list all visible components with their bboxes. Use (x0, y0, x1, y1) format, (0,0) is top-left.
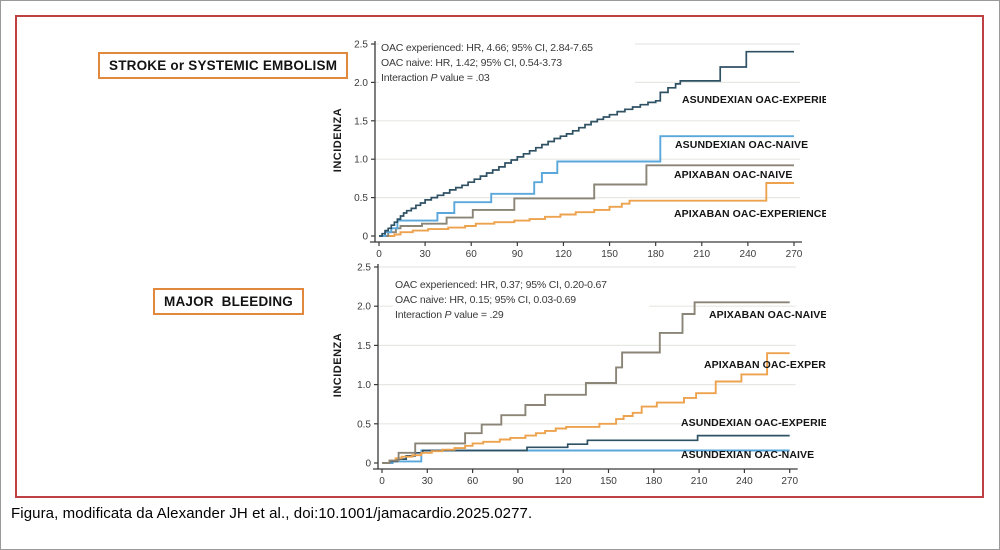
x-tick-label: 0 (379, 476, 385, 487)
series-path-asundexian-oac-naive (379, 135, 794, 237)
x-tick-label: 90 (512, 249, 524, 260)
x-tick-label: 150 (601, 249, 618, 260)
annotation-p-value-line: Interaction P value = .03 (381, 72, 490, 84)
panel-title-stroke-or-systemic-embolism: STROKE or SYSTEMIC EMBOLISM (98, 52, 349, 79)
x-tick-label: 240 (740, 249, 757, 260)
annotation-line: OAC naive: HR, 1.42; 95% CI, 0.54-3.73 (381, 57, 562, 69)
y-tick-label: 1.0 (357, 380, 371, 391)
figure-caption: Figura, modificata da Alexander JH et al… (11, 505, 533, 522)
incidence-chart-svg: 0 0.5 1.0 1.5 2.0 2.5 0 30 60 90 120 150 180 210 240 27… (332, 39, 859, 260)
y-tick-label: 2.5 (357, 263, 371, 274)
series-label-apixaban-oac-naive: APIXABAN OAC-NAIVE (674, 169, 792, 181)
series-path-apixaban-oac-naive (379, 164, 794, 237)
x-tick-label: 210 (693, 249, 710, 260)
y-axis-title: INCIDENZA (332, 108, 344, 172)
y-tick-label: 2.0 (357, 302, 371, 313)
annotation-line: OAC naive: HR, 0.15; 95% CI, 0.03-0.69 (395, 294, 576, 306)
y-tick-label: 0 (362, 232, 368, 243)
y-tick-label: 1.5 (357, 341, 371, 352)
annotation-backdrop (379, 39, 635, 86)
y-tick-label: 2.5 (354, 40, 368, 51)
x-tick-label: 270 (781, 476, 798, 487)
x-tick-label: 180 (647, 249, 664, 260)
y-axis-title: INCIDENZA (332, 333, 344, 397)
series-path-apixaban-oac-experienced (382, 352, 790, 464)
x-tick-label: 150 (600, 476, 617, 487)
y-tick-label: 0.5 (354, 193, 368, 204)
y-tick-label: 2.0 (354, 78, 368, 89)
incidence-chart-svg: 0 0.5 1.0 1.5 2.0 2.5 0 30 60 90 120 150 180 210 240 27… (332, 263, 866, 488)
figure-panel-border (15, 15, 984, 498)
series-label-apixaban-oac-experienced: APIXABAN OAC-EXPERIENCED (704, 359, 826, 371)
series-path-apixaban-oac-naive (382, 301, 790, 464)
series-label-asundexian-oac-naive: ASUNDEXIAN OAC-NAIVE (675, 139, 808, 151)
annotation-line: OAC experienced: HR, 0.37; 95% CI, 0.20-… (395, 279, 607, 291)
x-tick-label: 0 (376, 249, 382, 260)
series-label-apixaban-oac-naive: APIXABAN OAC-NAIVE (709, 309, 826, 321)
x-tick-label: 210 (691, 476, 708, 487)
annotation-p-value-line: Interaction P value = .29 (395, 309, 504, 321)
panel-title-major-bleeding: MAJOR BLEEDING (153, 288, 305, 315)
series-label-asundexian-oac-naive: ASUNDEXIAN OAC-NAIVE (681, 449, 814, 461)
x-tick-label: 180 (645, 476, 662, 487)
annotation-backdrop (393, 276, 649, 323)
x-tick-label: 90 (512, 476, 524, 487)
y-tick-label: 0 (365, 459, 371, 470)
y-tick-label: 1.0 (354, 155, 368, 166)
x-tick-label: 240 (736, 476, 753, 487)
series-label-asundexian-oac-experienced: ASUNDEXIAN OAC-EXPERIENCED (682, 94, 826, 106)
x-tick-label: 60 (467, 476, 479, 487)
y-tick-label: 0.5 (357, 419, 371, 430)
chart-stroke-or-systemic-embolism: 0 0.5 1.0 1.5 2.0 2.5 0 30 60 90 120 150 180 210 240 27… (326, 26, 859, 268)
x-tick-label: 120 (555, 476, 572, 487)
x-tick-label: 120 (555, 249, 572, 260)
x-tick-label: 30 (420, 249, 432, 260)
x-tick-label: 30 (422, 476, 434, 487)
annotation-line: OAC experienced: HR, 4.66; 95% CI, 2.84-… (381, 42, 593, 54)
chart-major-bleeding: 0 0.5 1.0 1.5 2.0 2.5 0 30 60 90 120 150 180 210 240 27… (326, 263, 866, 505)
series-path-asundexian-oac-experienced (379, 50, 794, 237)
x-tick-label: 60 (466, 249, 478, 260)
series-label-apixaban-oac-experienced: APIXABAN OAC-EXPERIENCED (674, 208, 826, 220)
series-path-apixaban-oac-experienced (379, 182, 794, 237)
series-label-asundexian-oac-experienced: ASUNDEXIAN OAC-EXPERIENCED (681, 417, 826, 429)
x-tick-label: 270 (786, 249, 803, 260)
y-tick-label: 1.5 (354, 116, 368, 127)
